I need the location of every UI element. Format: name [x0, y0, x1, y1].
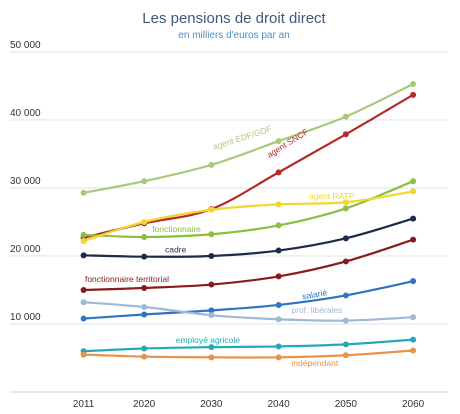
data-point [80, 252, 87, 259]
data-point [208, 161, 215, 168]
data-point [410, 178, 417, 185]
data-point [342, 292, 349, 299]
data-point [275, 138, 282, 145]
data-point [208, 253, 215, 259]
series-line [83, 280, 414, 320]
series-label: prof. libérales [291, 305, 342, 315]
data-point [275, 222, 282, 229]
data-point [275, 273, 282, 280]
y-tick-label: 10 000 [10, 312, 41, 323]
data-point [342, 131, 349, 138]
series-line [83, 349, 414, 359]
data-point [410, 91, 417, 98]
data-point [80, 299, 87, 306]
y-tick-label: 40 000 [10, 108, 41, 119]
data-point [141, 353, 148, 360]
data-point [275, 316, 282, 323]
data-point [275, 343, 282, 350]
data-point [275, 354, 282, 361]
data-point [141, 284, 148, 291]
data-point [80, 231, 87, 238]
y-tick-label: 20 000 [10, 244, 41, 255]
data-point [208, 307, 215, 314]
data-point [141, 304, 148, 310]
y-tick-label: 30 000 [10, 176, 41, 187]
data-point [208, 206, 215, 213]
series-label: fonctionnaire territorial [85, 274, 169, 284]
series-label: salarié [301, 287, 328, 301]
data-point [342, 317, 349, 324]
data-point [275, 169, 282, 176]
data-point [410, 278, 417, 285]
data-point [342, 113, 349, 120]
data-point [208, 312, 215, 319]
x-tick-label: 2040 [267, 399, 290, 410]
y-tick-label: 50 000 [10, 40, 41, 51]
data-point [342, 258, 349, 265]
data-point [80, 351, 87, 358]
data-point [141, 311, 148, 318]
x-tick-label: 2030 [200, 399, 223, 410]
chart-title: Les pensions de droit direct [142, 10, 326, 27]
series-line [83, 301, 414, 322]
data-point [275, 247, 282, 254]
series-line [83, 338, 414, 353]
series-label: agent RATP [309, 191, 355, 201]
data-point [80, 189, 87, 196]
data-point [342, 199, 349, 206]
data-point [342, 235, 349, 242]
data-point [141, 219, 148, 225]
data-point [141, 233, 148, 240]
data-point [410, 314, 417, 321]
data-point [410, 336, 417, 343]
data-point [275, 201, 282, 208]
chart-subtitle: en milliers d'euros par an [178, 30, 289, 41]
data-point [342, 205, 349, 212]
data-point [342, 352, 349, 359]
data-point [80, 315, 87, 322]
data-point [410, 236, 417, 243]
data-point [80, 287, 87, 293]
series-label: cadre [165, 245, 187, 255]
data-point [80, 238, 87, 245]
data-point [342, 341, 349, 348]
data-point [141, 253, 148, 260]
data-point [208, 354, 215, 361]
data-point [275, 301, 282, 308]
x-tick-label: 2020 [133, 399, 156, 410]
series-line [83, 93, 414, 239]
data-point [410, 188, 417, 195]
series-label: indépendant [291, 358, 338, 368]
x-tick-label: 2060 [402, 399, 425, 410]
axes: 10 000 20 000 30 000 40 000 50 000 2011 2020 20… [10, 40, 448, 410]
series-label: employé agricole [176, 335, 241, 345]
data-point [208, 281, 215, 288]
data-point [141, 178, 148, 185]
data-point [208, 231, 215, 238]
data-point [410, 80, 417, 87]
x-tick-label: 2050 [335, 399, 358, 410]
data-point [141, 345, 148, 352]
data-point [208, 344, 215, 351]
series-label: fonctionnaire [152, 224, 201, 234]
x-tick-label: 2011 [73, 399, 95, 410]
series-lines [80, 80, 417, 361]
data-point [410, 347, 417, 354]
data-point [410, 215, 417, 222]
